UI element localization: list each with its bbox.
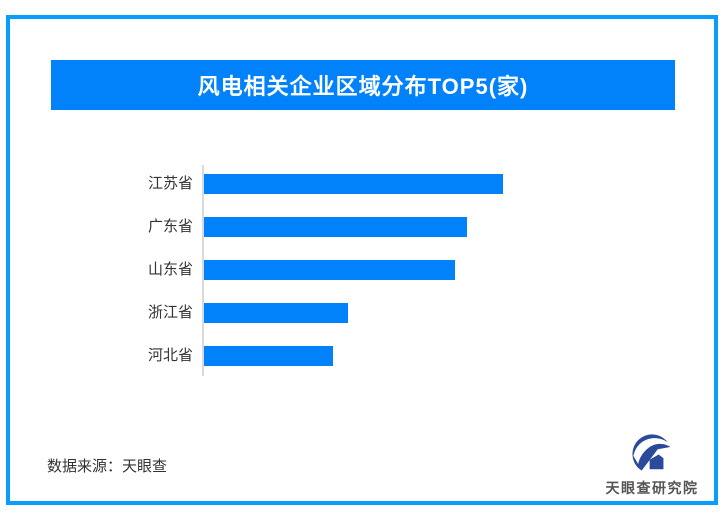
chart-title: 风电相关企业区域分布TOP5(家) — [197, 74, 529, 99]
bar — [204, 174, 503, 194]
category-label: 广东省 — [147, 218, 193, 235]
bar — [204, 346, 333, 366]
category-label: 江苏省 — [147, 175, 193, 192]
bar-row: 广东省 — [0, 217, 727, 237]
tianyancha-logo-icon — [632, 434, 673, 475]
bar-row: 江苏省 — [0, 174, 727, 194]
brand-block: 天眼查研究院 — [598, 433, 706, 498]
category-label: 河北省 — [147, 347, 193, 364]
bar-row: 山东省 — [0, 260, 727, 280]
chart-title-banner: 风电相关企业区域分布TOP5(家) — [51, 60, 675, 110]
data-source-note: 数据来源：天眼查 — [47, 458, 168, 475]
category-label: 山东省 — [147, 261, 193, 278]
bar — [204, 303, 348, 323]
y-axis-line — [202, 165, 204, 376]
bar-row: 浙江省 — [0, 303, 727, 323]
category-label: 浙江省 — [147, 304, 193, 321]
bar — [204, 260, 455, 280]
bar — [204, 217, 467, 237]
bar-row: 河北省 — [0, 346, 727, 366]
brand-name-label: 天眼查研究院 — [605, 480, 699, 496]
